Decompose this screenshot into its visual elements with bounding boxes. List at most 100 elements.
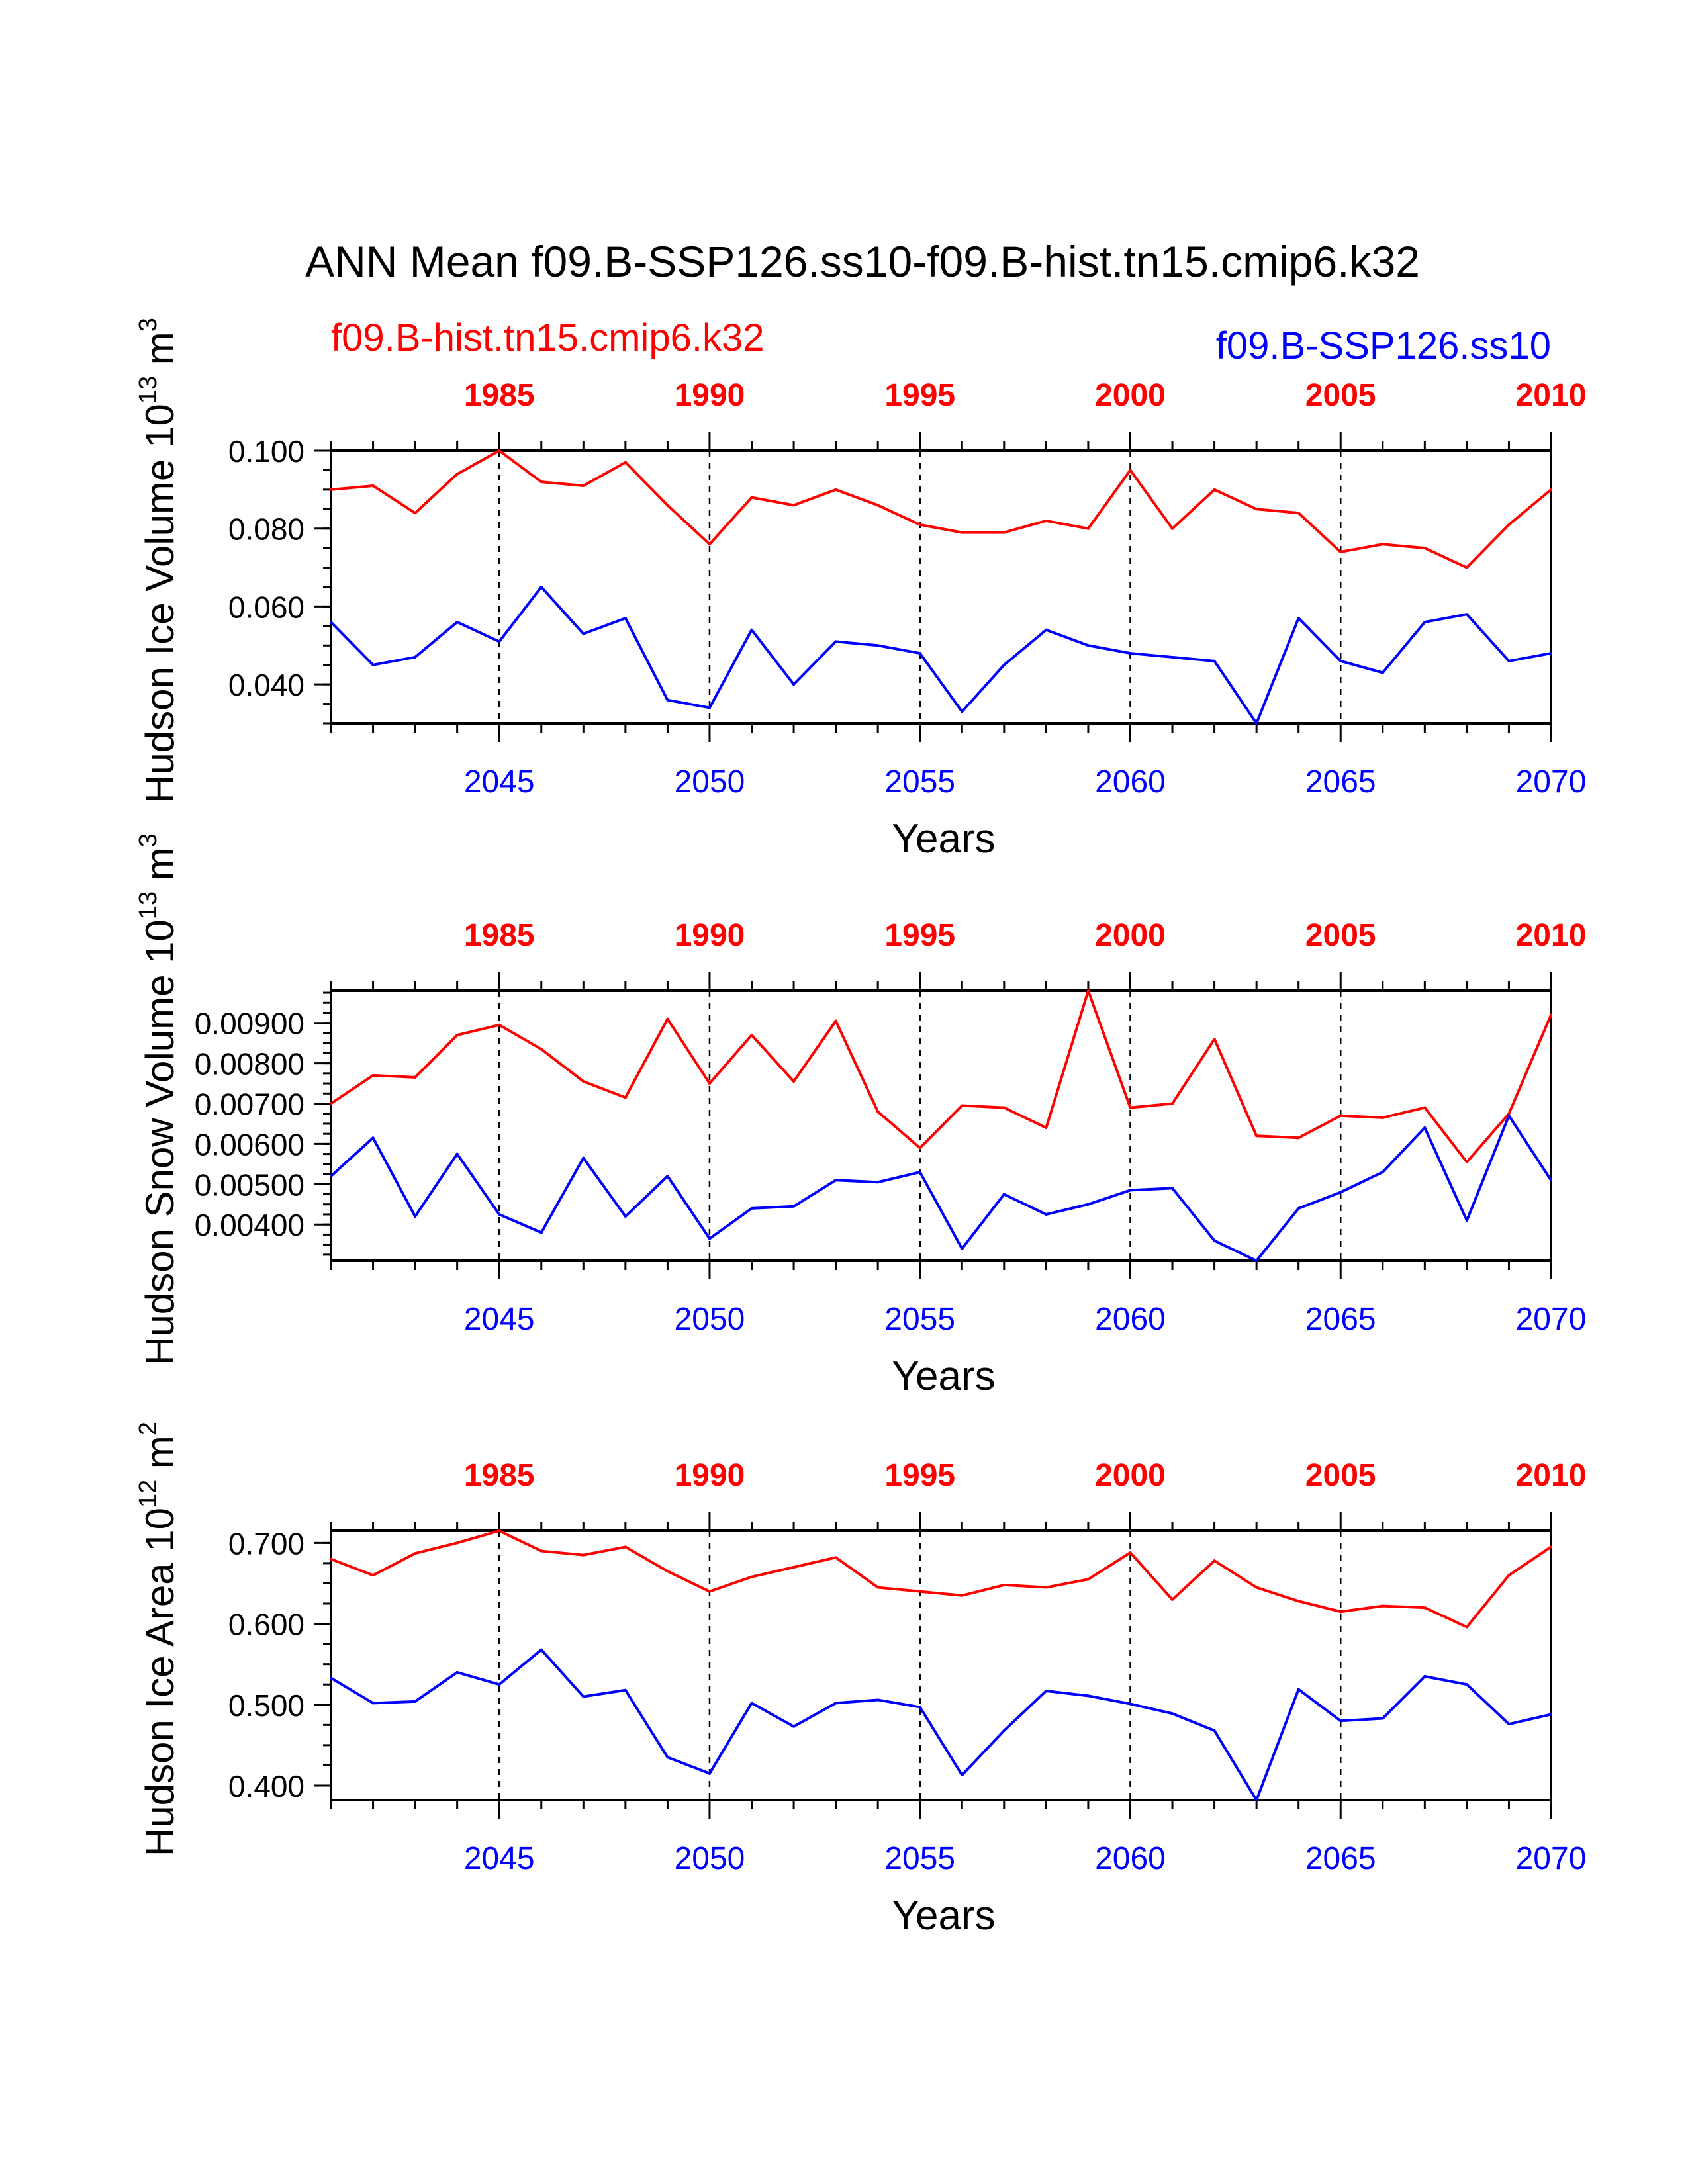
x-top-tick-label: 1990 bbox=[675, 1458, 745, 1493]
x-top-tick-label: 1985 bbox=[464, 918, 535, 953]
ssp-data-point bbox=[582, 1695, 585, 1698]
ssp-data-point bbox=[498, 1212, 501, 1216]
hist-data-point bbox=[582, 484, 585, 487]
ssp-data-point bbox=[1255, 1259, 1258, 1262]
y-tick-label: 0.00900 bbox=[195, 1007, 305, 1041]
ssp-data-point bbox=[1423, 620, 1427, 623]
x-bottom-tick-label: 2050 bbox=[675, 1841, 745, 1876]
ssp-data-point bbox=[961, 1247, 964, 1250]
ssp-data-point bbox=[1086, 644, 1090, 647]
x-top-tick-label: 1990 bbox=[675, 378, 745, 413]
hist-data-point bbox=[1381, 543, 1384, 546]
hist-data-point bbox=[876, 504, 880, 507]
ssp-data-point bbox=[1550, 1713, 1552, 1716]
ssp-series-line bbox=[330, 1648, 1552, 1801]
x-top-tick-label: 1985 bbox=[464, 378, 535, 413]
hist-data-point bbox=[666, 504, 669, 507]
hist-data-point bbox=[1339, 1114, 1342, 1117]
ssp-data-point bbox=[1213, 659, 1216, 662]
hist-series-line bbox=[330, 1529, 1552, 1629]
hist-data-point bbox=[624, 1096, 627, 1099]
hist-data-point bbox=[666, 1017, 669, 1021]
ssp-data-point bbox=[414, 1215, 417, 1218]
x-top-tick-label: 2010 bbox=[1516, 918, 1587, 953]
hist-data-point bbox=[1297, 512, 1300, 515]
hist-data-point bbox=[1129, 1551, 1132, 1554]
ssp-data-point bbox=[834, 640, 837, 643]
hist-series-line bbox=[330, 449, 1552, 569]
hist-data-point bbox=[834, 1556, 837, 1559]
ssp-data-point bbox=[330, 1676, 332, 1680]
hist-data-point bbox=[1297, 1136, 1300, 1140]
hist-data-point bbox=[834, 488, 837, 491]
hist-data-point bbox=[1045, 1126, 1048, 1130]
ssp-data-point bbox=[455, 1152, 459, 1156]
hist-data-point bbox=[708, 1590, 711, 1593]
y-tick-label: 0.080 bbox=[228, 512, 305, 547]
hist-data-point bbox=[1339, 1610, 1342, 1614]
ssp-data-point bbox=[1129, 652, 1132, 655]
ssp-data-point bbox=[1171, 1187, 1174, 1190]
y-tick-label: 0.00400 bbox=[195, 1208, 305, 1242]
x-top-tick-label: 1995 bbox=[884, 1458, 955, 1493]
ssp-data-point bbox=[1297, 1206, 1300, 1210]
x-top-tick-label: 2010 bbox=[1516, 378, 1587, 413]
hist-data-point bbox=[371, 1574, 375, 1577]
hist-data-point bbox=[792, 1566, 796, 1569]
plot-frame bbox=[330, 1529, 1552, 1801]
ssp-data-point bbox=[582, 1156, 585, 1160]
ssp-data-point bbox=[582, 632, 585, 635]
hist-data-point bbox=[498, 449, 501, 452]
x-bottom-tick-label: 2070 bbox=[1516, 764, 1587, 799]
hist-data-point bbox=[961, 1594, 964, 1597]
ssp-data-point bbox=[834, 1179, 837, 1182]
ssp-series-line bbox=[330, 586, 1552, 725]
ssp-data-point bbox=[918, 1706, 921, 1709]
hist-data-point bbox=[918, 1146, 921, 1150]
y-tick-label: 0.00500 bbox=[195, 1167, 305, 1202]
ssp-data-point bbox=[1507, 1114, 1511, 1117]
ssp-data-point bbox=[1381, 1717, 1384, 1720]
ssp-data-point bbox=[1002, 663, 1006, 666]
x-bottom-tick-label: 2060 bbox=[1095, 1841, 1166, 1876]
hist-data-point bbox=[1213, 1559, 1216, 1563]
y-tick-label: 0.100 bbox=[228, 434, 305, 469]
x-bottom-tick-label: 2070 bbox=[1516, 1302, 1587, 1337]
ssp-data-point bbox=[708, 1237, 711, 1240]
hist-data-point bbox=[792, 504, 796, 507]
x-top-tick-label: 2010 bbox=[1516, 1458, 1587, 1493]
ssp-data-point bbox=[371, 663, 375, 666]
ssp-data-point bbox=[330, 620, 332, 623]
ssp-data-point bbox=[1339, 1191, 1342, 1194]
hist-data-point bbox=[1171, 527, 1174, 530]
ssp-data-point bbox=[1045, 1212, 1048, 1216]
ssp-data-point bbox=[371, 1702, 375, 1705]
y-axis-title: Hudson Ice Area 1012 m2 bbox=[134, 1422, 182, 1856]
x-top-tick-label: 2005 bbox=[1305, 378, 1376, 413]
hist-data-point bbox=[1550, 1545, 1552, 1549]
ssp-data-point bbox=[666, 1175, 669, 1178]
ssp-data-point bbox=[750, 1206, 753, 1210]
hist-data-point bbox=[792, 1080, 796, 1083]
hist-data-point bbox=[1465, 566, 1468, 569]
hist-data-point bbox=[624, 1545, 627, 1549]
hist-data-point bbox=[1465, 1625, 1468, 1629]
ssp-data-point bbox=[1213, 1239, 1216, 1242]
ssp-data-point bbox=[1423, 1126, 1427, 1130]
x-bottom-tick-label: 2045 bbox=[464, 1302, 535, 1337]
x-top-tick-label: 2000 bbox=[1095, 1458, 1166, 1493]
hist-data-point bbox=[1129, 1106, 1132, 1109]
ssp-data-point bbox=[1086, 1694, 1090, 1698]
ssp-data-point bbox=[1507, 659, 1511, 662]
ssp-data-point bbox=[1465, 1683, 1468, 1686]
y-tick-label: 0.00600 bbox=[195, 1127, 305, 1161]
ssp-data-point bbox=[1381, 671, 1384, 674]
hist-data-point bbox=[371, 484, 375, 487]
x-bottom-tick-label: 2055 bbox=[884, 1302, 955, 1337]
ssp-data-point bbox=[708, 706, 711, 709]
hist-data-point bbox=[1507, 523, 1511, 526]
hist-data-point bbox=[1507, 1574, 1511, 1577]
x-bottom-tick-label: 2060 bbox=[1095, 1302, 1166, 1337]
hist-data-point bbox=[1423, 1106, 1427, 1109]
hist-data-point bbox=[961, 1104, 964, 1107]
